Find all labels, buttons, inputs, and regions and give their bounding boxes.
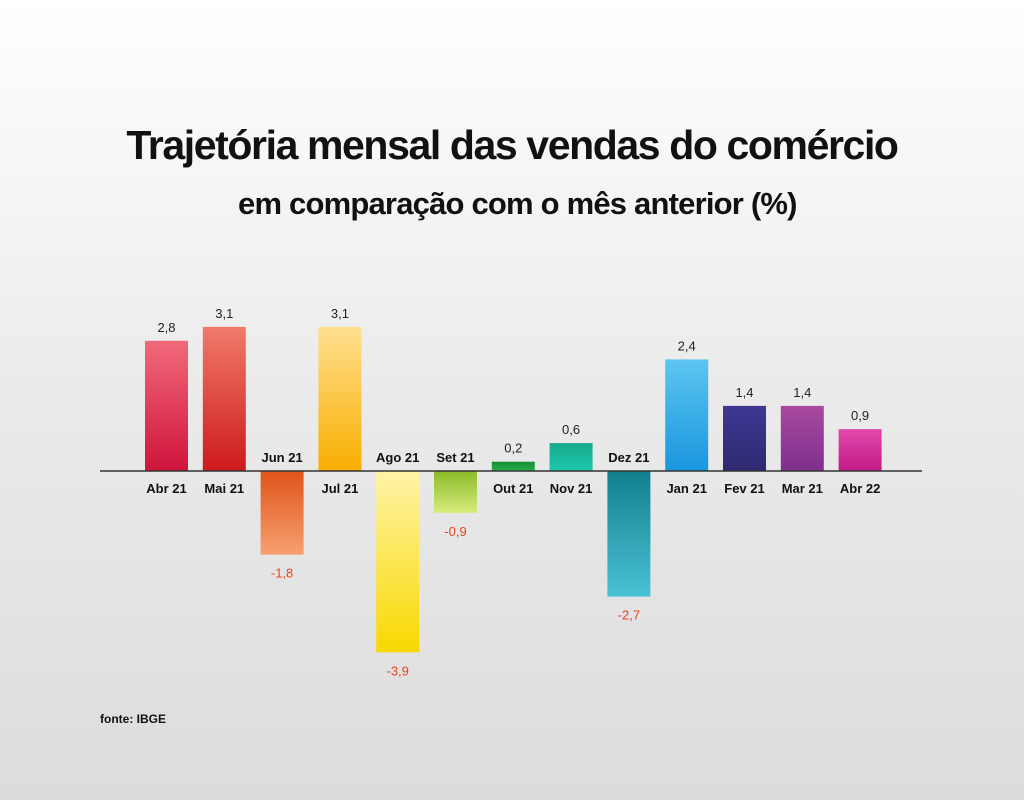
value-label-nov-21: 0,6 — [562, 422, 580, 437]
bar-out-21 — [491, 461, 535, 471]
category-label-abr-22: Abr 22 — [840, 481, 880, 496]
category-label-fev-21: Fev 21 — [724, 481, 764, 496]
category-label-nov-21: Nov 21 — [550, 481, 593, 496]
labels-group: 2,8 Abr 21 3,1 Mai 21 -1,8 Jun 21 3,1 Jul 21 -3,… — [146, 306, 880, 679]
value-label-jan-21: 2,4 — [678, 338, 696, 353]
value-label-jul-21: 3,1 — [331, 306, 349, 321]
bar-set-21 — [434, 471, 477, 513]
bar-ago-21 — [376, 471, 420, 653]
source-note: fonte: IBGE — [100, 712, 166, 726]
bars-group — [145, 326, 882, 653]
value-label-mar-21: 1,4 — [793, 385, 811, 400]
bar-mar-21 — [780, 405, 824, 471]
category-label-dez-21: Dez 21 — [608, 450, 649, 465]
chart-subtitle: em comparação com o mês anterior (%) — [238, 186, 797, 221]
category-label-ago-21: Ago 21 — [376, 450, 419, 465]
category-label-abr-21: Abr 21 — [146, 481, 186, 496]
bar-mai-21 — [202, 326, 246, 472]
value-label-set-21: -0,9 — [444, 524, 466, 539]
bar-fev-21 — [723, 405, 766, 471]
value-label-abr-22: 0,9 — [851, 408, 869, 423]
category-label-jul-21: Jul 21 — [321, 481, 358, 496]
bar-abr-21 — [145, 340, 188, 471]
bar-nov-21 — [549, 443, 593, 471]
category-label-mai-21: Mai 21 — [204, 481, 244, 496]
bar-jul-21 — [318, 326, 362, 472]
value-label-mai-21: 3,1 — [215, 306, 233, 321]
value-label-fev-21: 1,4 — [735, 385, 753, 400]
category-label-out-21: Out 21 — [493, 481, 533, 496]
value-label-jun-21: -1,8 — [271, 566, 293, 581]
category-label-jun-21: Jun 21 — [262, 450, 303, 465]
value-label-ago-21: -3,9 — [386, 663, 408, 678]
category-label-mar-21: Mar 21 — [782, 481, 823, 496]
value-label-dez-21: -2,7 — [618, 608, 640, 623]
bar-abr-22 — [838, 429, 882, 471]
chart-title: Trajetória mensal das vendas do comércio — [126, 122, 899, 168]
bar-dez-21 — [607, 471, 651, 597]
value-label-out-21: 0,2 — [504, 441, 522, 456]
category-label-set-21: Set 21 — [436, 450, 474, 465]
value-label-abr-21: 2,8 — [157, 320, 175, 335]
bar-jun-21 — [260, 471, 304, 555]
category-label-jan-21: Jan 21 — [666, 481, 706, 496]
bar-jan-21 — [665, 359, 709, 471]
